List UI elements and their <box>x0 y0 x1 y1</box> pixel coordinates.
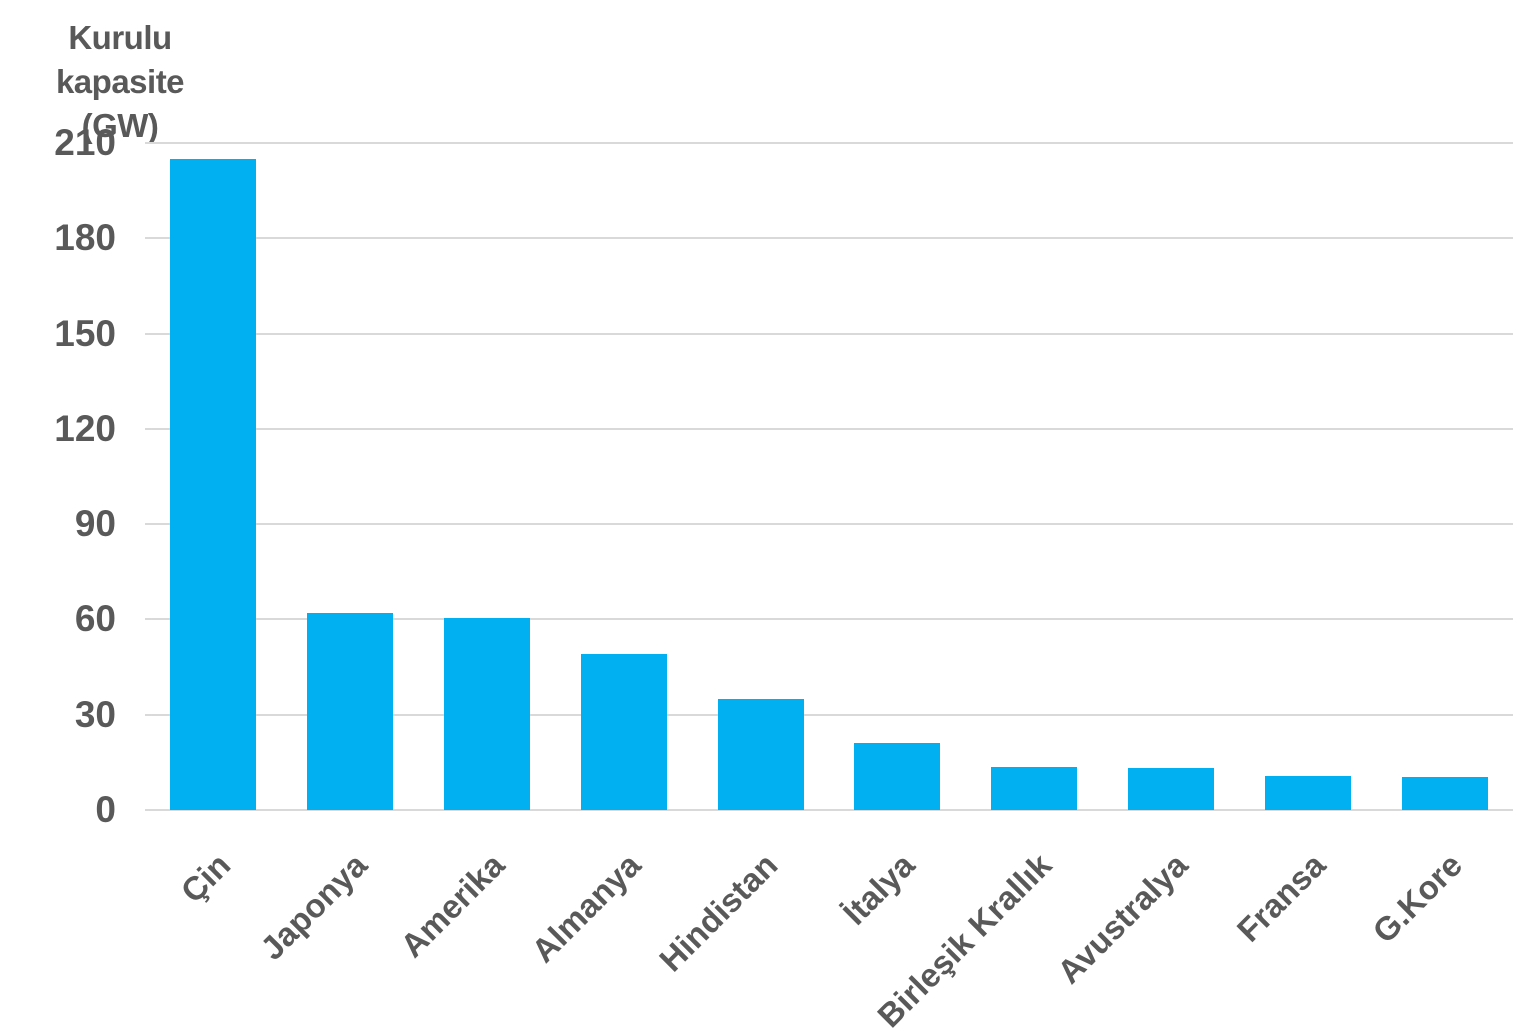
y-tick-label: 150 <box>54 312 116 354</box>
y-tick-label: 90 <box>74 503 116 545</box>
y-tick-label: 120 <box>54 407 116 449</box>
bar-6 <box>854 743 941 810</box>
bar-7 <box>991 767 1078 810</box>
x-tick-label: Avustralya <box>1050 846 1196 991</box>
bar-8 <box>1128 767 1214 810</box>
gridline <box>145 713 1513 716</box>
chart-title-line2: (GW) <box>81 107 159 144</box>
gridline <box>145 332 1513 335</box>
x-tick-label: İtalya <box>835 846 922 932</box>
bar-2 <box>307 613 394 810</box>
y-tick-label: 0 <box>95 789 116 830</box>
gridline <box>145 809 1513 811</box>
y-tick-label: 210 <box>54 122 116 163</box>
bar-chart: Kurulu kapasite (GW) 0 30 60 90 120 150 180 210… <box>0 16 1513 1034</box>
x-tick-label: G.Kore <box>1364 846 1469 950</box>
x-tick-label: Almanya <box>524 846 648 970</box>
gridline <box>145 427 1513 430</box>
x-tick-label: Çin <box>173 846 238 910</box>
gridline <box>145 237 1513 240</box>
plot-area <box>145 142 1513 811</box>
bar-9 <box>1264 776 1351 810</box>
bar-3 <box>444 617 530 810</box>
x-tick-label: Japonya <box>253 846 375 967</box>
x-tick-label: Amerika <box>392 846 512 965</box>
bar-10 <box>1401 776 1488 810</box>
chart-title: Kurulu kapasite (GW) <box>0 16 240 148</box>
gridline <box>145 142 1513 144</box>
y-tick-label: 180 <box>54 217 116 259</box>
y-tick-label: 30 <box>74 693 116 735</box>
bar-4 <box>580 654 667 810</box>
x-tick-label: Hindistan <box>652 846 785 979</box>
chart-title-line1: Kurulu kapasite <box>55 19 185 100</box>
y-tick-label: 60 <box>74 598 116 640</box>
gridline <box>145 618 1513 621</box>
bar-1 <box>170 158 257 810</box>
bar-5 <box>717 698 804 810</box>
gridline <box>145 523 1513 526</box>
x-tick-label: Fransa <box>1229 846 1332 949</box>
